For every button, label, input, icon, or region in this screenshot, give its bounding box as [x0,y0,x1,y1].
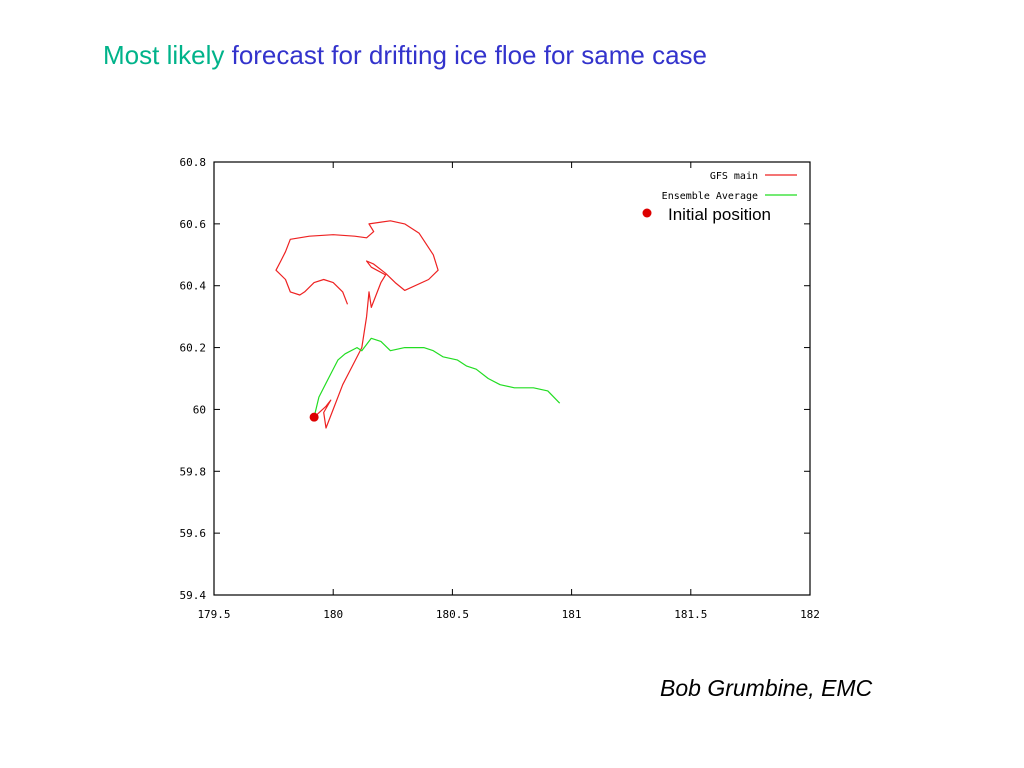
x-tick-label: 181.5 [674,608,707,621]
y-tick-label: 60 [193,403,206,416]
slide-title-part-2: forecast for drifting ice floe for same … [231,40,708,70]
legend-label-1: Ensemble Average [662,191,758,202]
y-tick-label: 60.4 [180,280,207,293]
x-tick-label: 180 [323,608,343,621]
slide-title: Most likely forecast for drifting ice fl… [103,40,707,71]
plot-frame [213,161,811,596]
author-credit: Bob Grumbine, EMC [660,675,873,701]
y-tick-label: 60.6 [180,218,207,231]
legend-label-initial-position: Initial position [668,205,771,224]
legend-marker-swatch [642,208,652,218]
axis-ticks: 179.5 180 180.5 181 181.5 182 59.4 59.6 59.8 60 60… [180,156,820,621]
legend-label-0: GFS main [710,171,758,182]
initial-position-marker [309,412,319,422]
x-tick-label: 182 [800,608,820,621]
y-tick-label: 60.2 [180,342,207,355]
y-tick-label: 59.8 [180,465,207,478]
x-tick-label: 179.5 [197,608,230,621]
y-tick-label: 59.4 [180,589,207,602]
legend: GFS main Ensemble Average Initial position [642,171,797,224]
series-line-1 [313,337,561,418]
y-tick-label: 60.8 [180,156,207,169]
markers [309,412,319,422]
series-line-0 [275,220,439,429]
x-tick-label: 180.5 [436,608,469,621]
slide-title-part-1: Most likely [103,40,225,70]
y-tick-label: 59.6 [180,527,207,540]
series-lines [275,220,561,429]
x-tick-label: 181 [562,608,582,621]
